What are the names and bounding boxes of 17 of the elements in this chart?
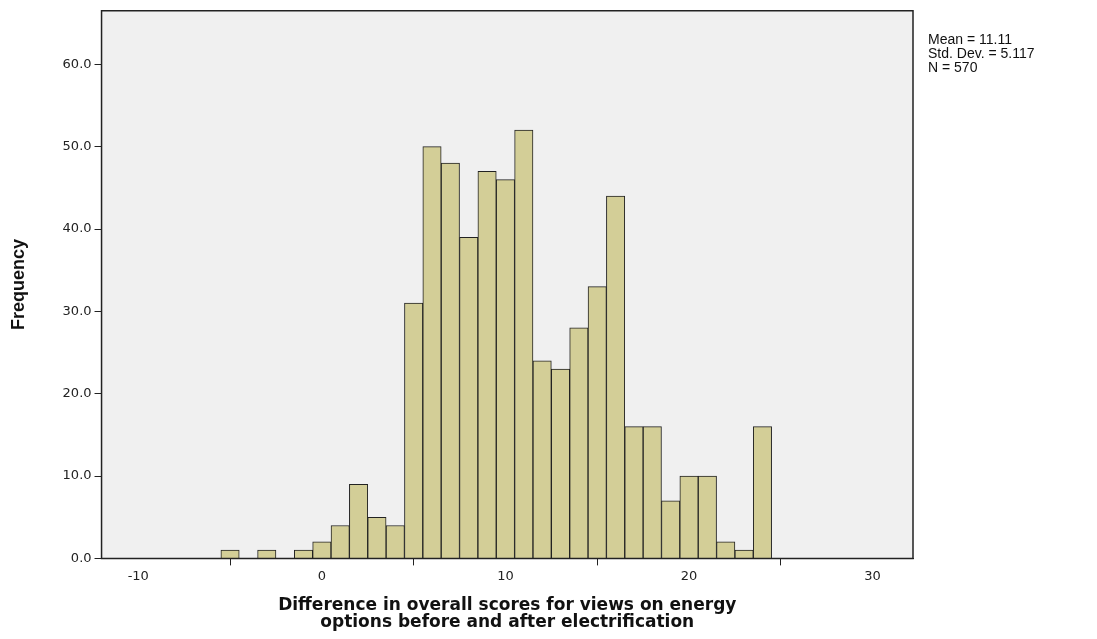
x-tick-label: 0 (317, 567, 326, 583)
x-tick-label: 30 (864, 567, 881, 583)
y-tick-label: 50.0 (62, 138, 92, 154)
y-tick-label: 40.0 (62, 220, 92, 236)
y-tick-label: 0.0 (70, 549, 92, 565)
text: Std. Dev. = 5.117 (928, 45, 1035, 61)
y-tick-label: 60.0 (62, 55, 92, 71)
x-tick-label: 20 (680, 567, 698, 583)
text: N = 570 (928, 59, 979, 75)
y-tick-label: 30.0 (62, 302, 92, 318)
x-tick-label: -10 (127, 567, 149, 583)
y-axis-title: Frequency (7, 239, 28, 331)
y-tick-label: 20.0 (62, 385, 92, 401)
y-tick-label: 10.0 (62, 467, 92, 483)
text: Mean = 11.11 (928, 31, 1013, 47)
x-tick-label: 10 (497, 567, 514, 583)
x-axis-title: Difference in overall scores for views on energy options before and after electrification (278, 593, 737, 631)
